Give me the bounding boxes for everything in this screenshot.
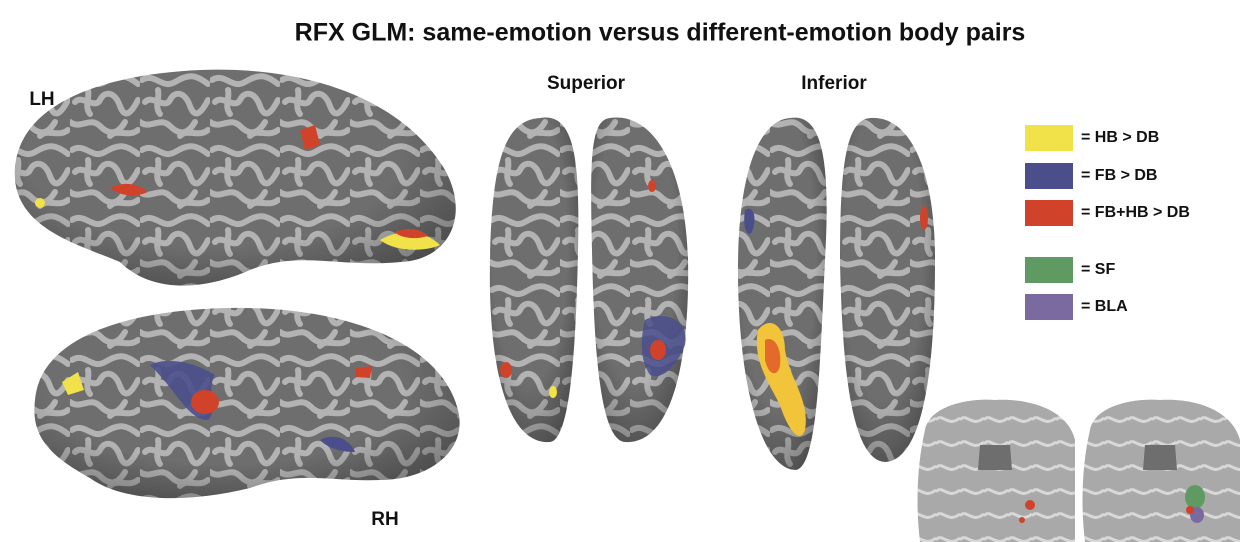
- view-label: LH: [29, 89, 54, 110]
- legend-label: = BLA: [1081, 298, 1128, 315]
- legend-label: = SF: [1081, 261, 1115, 278]
- legend-label: = FB > DB: [1081, 167, 1157, 184]
- view-label: Superior: [547, 73, 626, 94]
- legend-label: = FB+HB > DB: [1081, 204, 1190, 221]
- view-label: Inferior: [801, 73, 867, 94]
- legend-swatch: [1025, 125, 1073, 151]
- view-label: RH: [371, 509, 398, 530]
- superior-view: [490, 117, 688, 442]
- legend-label: = HB > DB: [1081, 129, 1159, 146]
- figure: RFX GLM: same-emotion versus different-e…: [0, 0, 1240, 542]
- legend-swatch: [1025, 163, 1073, 189]
- lh-lateral: [15, 70, 456, 286]
- legend-swatch: [1025, 294, 1073, 320]
- legend-swatch: [1025, 200, 1073, 226]
- rh-lateral: [34, 308, 459, 498]
- coronal-slices: [918, 400, 1240, 542]
- legend-swatch: [1025, 257, 1073, 283]
- inferior-view: [738, 118, 935, 470]
- figure-title: RFX GLM: same-emotion versus different-e…: [295, 19, 1026, 47]
- legend: = HB > DB = FB > DB = FB+HB > DB = SF = BLA: [1025, 125, 1190, 320]
